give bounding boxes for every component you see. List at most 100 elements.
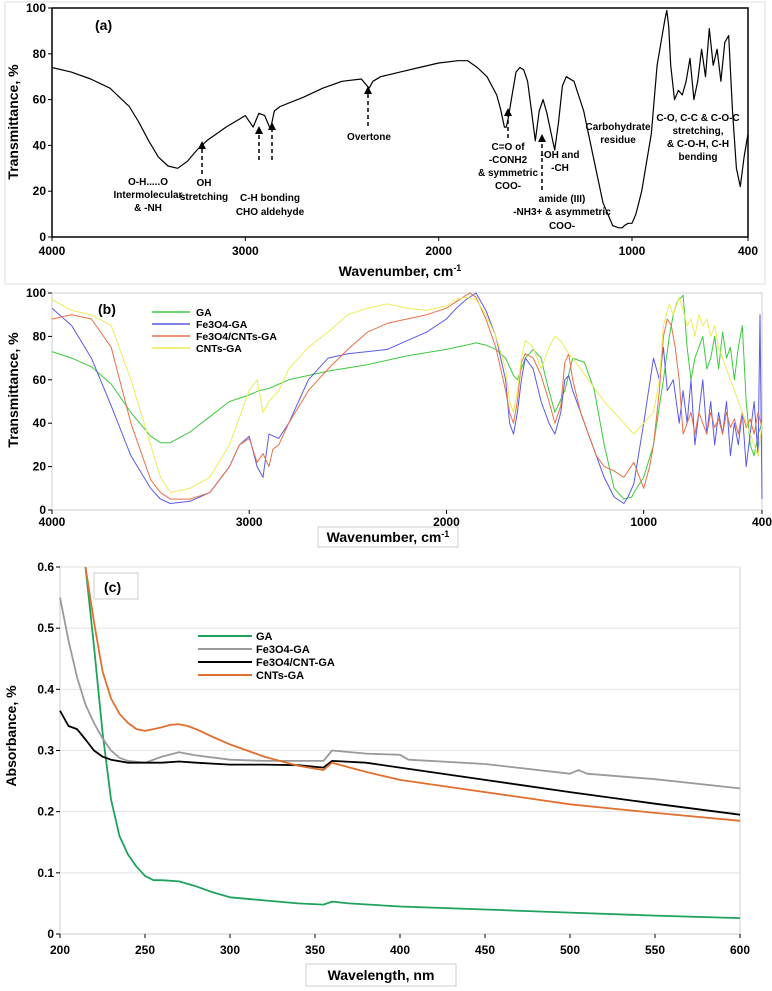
panel-a-annotations: O-H.....O Intermolecular & -NH OH stretc… (114, 86, 740, 232)
y-tick-label-0: 0 (47, 927, 54, 941)
y-tick-label-60: 60 (33, 373, 47, 387)
annotation-oh: OH (197, 178, 212, 189)
panel-a-label: (a) (95, 17, 112, 33)
y-tick-label-0.4: 0.4 (37, 682, 54, 696)
series-line-ga (51, 294, 763, 500)
panel-b-plot-area (51, 292, 763, 511)
annotation-ch: -CH (551, 163, 569, 174)
arrow-ch-1-head (255, 126, 263, 134)
y-tick-label-0.1: 0.1 (37, 866, 54, 880)
annotation-intermolecular: Intermolecular (114, 190, 183, 201)
x-tick-label-4000: 4000 (39, 515, 66, 529)
y-tick-label-20: 20 (33, 460, 47, 474)
y-tick-label-0.3: 0.3 (37, 744, 54, 758)
annotation-carbohydrate: Carbohydrate (585, 122, 650, 133)
legend-c-fe3o4-cnt-ga-label: Fe3O4/CNT-GA (256, 657, 335, 669)
series-line-fe3o4-ga (51, 292, 763, 504)
x-tick-label-600: 600 (730, 943, 750, 957)
annotation-cho-aldehyde: CHO aldehyde (236, 207, 305, 218)
y-tick-label-0.6: 0.6 (37, 560, 54, 574)
x-tick-label-3000: 3000 (232, 244, 259, 258)
x-tick-label-3000: 3000 (236, 515, 263, 529)
panel-a-x-ticks: 4000 3000 2000 1000 400 (39, 237, 758, 258)
annotation-co-of: C=O of (491, 142, 525, 153)
annotation-overtone: Overtone (347, 132, 391, 143)
arrow-oh-stretching-head (198, 141, 206, 149)
panel-c-x-ticks: 200 250 300 350 400 450 500 550 600 (50, 934, 750, 957)
annotation-co-cc-coc: C-O, C-C & C-O-C (656, 113, 739, 124)
legend-c-ga-label: GA (256, 631, 273, 643)
y-tick-label-100: 100 (26, 1, 46, 15)
panel-c-x-axis-label: Wavelength, nm (328, 967, 435, 983)
panel-c-label-box (93, 572, 139, 600)
y-tick-label-0: 0 (39, 230, 46, 244)
annotation-oh-and: -OH and (541, 150, 580, 161)
panel-c-gridlines (60, 566, 740, 874)
annotation-ch-bonding: C-H bonding (240, 193, 300, 204)
panel-b-y-ticks: 0 20 40 60 80 100 (26, 286, 52, 517)
arrow-co-head (504, 108, 512, 116)
annotation-residue: residue (600, 135, 636, 146)
panel-c: 200 250 300 350 400 450 500 550 600 0 0.1 0.2 0.3 0.… (3, 560, 750, 987)
x-tick-label-400: 400 (752, 515, 772, 529)
annotation-nh3-asymmetric: -NH3+ & asymmetric (513, 207, 611, 218)
panel-a-series (51, 9, 749, 229)
annotation-conh2: -CONH2 (489, 155, 528, 166)
y-tick-label-40: 40 (33, 138, 47, 152)
arrow-amide-head (538, 134, 546, 142)
series-line-cnts-ga (51, 296, 763, 494)
panel-a-frame (4, 1, 766, 285)
annotation-coo-1: COO- (495, 181, 521, 192)
annotation-nh: & -NH (134, 203, 162, 214)
series-line-fe3o4-cnts-ga (51, 292, 763, 500)
x-tick-label-350: 350 (305, 943, 325, 957)
y-tick-label-80: 80 (33, 329, 47, 343)
arrow-ch-2-head (268, 122, 276, 130)
arrow-overtone-head (364, 86, 372, 94)
panel-c-y-axis-label: Absorbance, % (3, 685, 19, 787)
panel-a: 4000 3000 2000 1000 400 0 20 40 60 80 100 (a) Wav… (4, 1, 766, 285)
x-tick-label-300: 300 (220, 943, 240, 957)
panel-b-series (51, 292, 763, 504)
panel-b-x-ticks: 4000 3000 2000 1000 400 (39, 510, 772, 529)
x-tick-label-500: 500 (560, 943, 580, 957)
y-tick-label-0.5: 0.5 (37, 621, 54, 635)
panel-a-plot-area (51, 7, 749, 238)
legend-b-fe3o4-cnts-ga-label: Fe3O4/CNTs-GA (196, 331, 277, 343)
panel-a-y-ticks: 0 20 40 60 80 100 (26, 1, 52, 244)
x-tick-label-1000: 1000 (619, 244, 646, 258)
y-tick-label-80: 80 (33, 47, 47, 61)
annotation-amide-iii: amide (III) (539, 194, 586, 205)
series-line-fe3o4-ga (59, 597, 741, 790)
x-tick-label-400: 400 (738, 244, 758, 258)
panel-c-series (59, 566, 741, 919)
x-tick-label-550: 550 (645, 943, 665, 957)
panel-c-legend: GA Fe3O4-GA Fe3O4/CNT-GA CNTs-GA (198, 631, 335, 682)
y-tick-label-0.2: 0.2 (37, 805, 54, 819)
x-tick-label-1000: 1000 (630, 515, 657, 529)
x-tick-label-2000: 2000 (433, 515, 460, 529)
y-tick-label-100: 100 (26, 286, 46, 300)
annotation-oh-o: O-H.....O (128, 177, 168, 188)
annotation-coo-2: COO- (549, 221, 575, 232)
panel-c-y-ticks: 0 0.1 0.2 0.3 0.4 0.5 0.6 (37, 560, 60, 941)
legend-b-ga-label: GA (196, 307, 212, 319)
annotation-stretching: stretching (180, 192, 228, 203)
x-tick-label-200: 200 (50, 943, 70, 957)
annotation-coh-ch: & C-O-H, C-H (667, 139, 729, 150)
annotation-stretching-2: stretching, (672, 126, 723, 137)
panel-b-label: (b) (98, 301, 116, 317)
panel-c-x-axis-label-box (305, 963, 457, 987)
legend-c-cnts-ga-label: CNTs-GA (256, 670, 304, 682)
series-line-fe3o4-cnt-ga (59, 710, 741, 816)
panel-b-y-axis-label: Transmittance, % (5, 332, 21, 448)
legend-b-fe3o4-ga-label: Fe3O4-GA (196, 319, 248, 331)
legend-c-fe3o4-ga-label: Fe3O4-GA (256, 644, 310, 656)
series-line-ga (51, 9, 749, 229)
series-line-ga (84, 566, 741, 919)
x-tick-label-2000: 2000 (425, 244, 452, 258)
panel-b-legend: GA Fe3O4-GA Fe3O4/CNTs-GA CNTs-GA (152, 307, 277, 355)
panel-a-y-axis-label: Transmittance, % (5, 64, 21, 180)
y-tick-label-60: 60 (33, 93, 47, 107)
